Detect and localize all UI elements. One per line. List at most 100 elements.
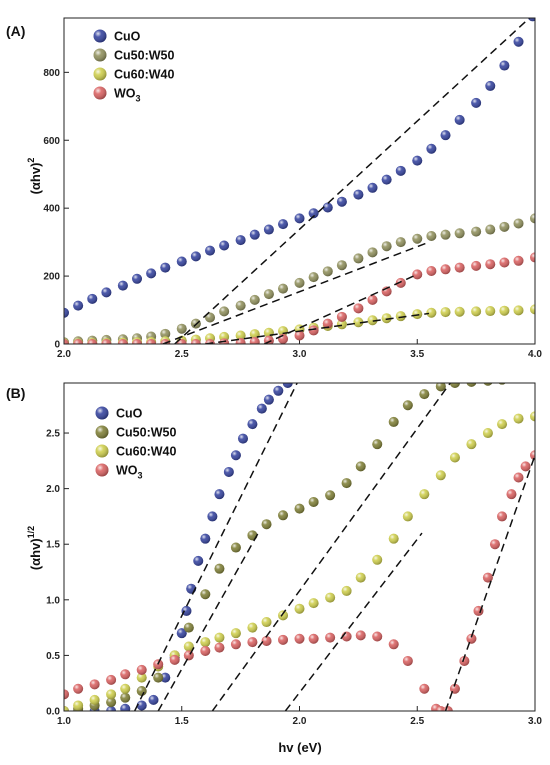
data-point xyxy=(454,262,465,273)
data-point xyxy=(419,683,430,694)
legend-label: Cu60:W40 xyxy=(114,68,174,82)
panel-a-legend: CuO Cu50:W50 Cu60:W40 WO3 xyxy=(93,29,174,104)
data-point xyxy=(485,80,496,91)
legend-item: Cu60:W40 xyxy=(95,444,176,459)
data-point xyxy=(520,461,531,472)
data-point xyxy=(148,694,159,705)
data-point xyxy=(516,383,521,384)
data-point xyxy=(190,251,201,262)
data-point xyxy=(485,224,496,235)
data-point xyxy=(190,339,201,344)
data-point xyxy=(64,706,69,711)
data-point xyxy=(322,266,333,277)
data-point xyxy=(454,114,465,125)
data-point xyxy=(355,572,366,583)
y-tick-label: 0.5 xyxy=(46,651,60,662)
data-point xyxy=(64,689,69,700)
data-point xyxy=(341,478,352,489)
data-point xyxy=(419,389,430,400)
data-point xyxy=(426,265,437,276)
data-point xyxy=(372,439,383,450)
data-point xyxy=(117,280,128,291)
panel-b-label: (B) xyxy=(6,385,25,401)
data-point xyxy=(530,450,535,461)
data-point xyxy=(73,300,84,311)
data-point xyxy=(308,208,319,219)
data-point xyxy=(200,589,211,600)
data-point xyxy=(381,313,392,324)
data-point xyxy=(497,511,508,522)
data-point xyxy=(513,472,524,483)
legend-item: WO3 xyxy=(95,463,143,481)
data-point xyxy=(325,632,336,643)
panel-a-ylabel: (αhv)2 xyxy=(26,158,43,195)
data-point xyxy=(273,385,284,396)
x-tick-label: 3.0 xyxy=(293,349,307,360)
data-point xyxy=(230,639,241,650)
panel-a-plot-area: 2.0 2.5 3.0 3.5 4.0 0 200 400 600 800 xyxy=(43,18,542,360)
data-point xyxy=(466,633,477,644)
data-point xyxy=(395,277,406,288)
data-point xyxy=(160,328,171,339)
data-point xyxy=(367,294,378,305)
data-point xyxy=(530,252,535,263)
data-point xyxy=(214,563,225,574)
data-point xyxy=(249,294,260,305)
data-point xyxy=(459,655,470,666)
data-point xyxy=(419,489,430,500)
data-point xyxy=(483,383,493,386)
legend-label: Cu60:W40 xyxy=(116,445,176,459)
data-point xyxy=(120,669,131,680)
data-point xyxy=(497,419,508,430)
data-point xyxy=(426,231,437,242)
data-point xyxy=(249,336,260,344)
data-point xyxy=(160,672,171,683)
data-point xyxy=(513,305,524,316)
data-point xyxy=(183,622,194,633)
data-point xyxy=(132,339,143,344)
data-point xyxy=(499,221,510,232)
data-point xyxy=(294,330,305,341)
data-point xyxy=(230,542,241,553)
data-point xyxy=(471,306,482,317)
data-point xyxy=(353,303,364,314)
panel-a: (A) (αhv)2 2.0 2.5 3.0 3.5 4.00200400600800 … xyxy=(6,17,542,360)
data-point xyxy=(106,674,117,685)
data-point xyxy=(261,519,272,530)
data-point xyxy=(214,642,225,653)
data-point xyxy=(117,339,128,344)
data-point xyxy=(89,679,100,690)
data-point xyxy=(353,189,364,200)
data-point xyxy=(482,572,493,583)
legend-label: CuO xyxy=(116,407,143,421)
data-point xyxy=(132,273,143,284)
data-point xyxy=(247,622,258,633)
data-point xyxy=(249,229,260,240)
data-point xyxy=(336,311,347,322)
data-point xyxy=(200,637,211,648)
data-point xyxy=(372,631,383,642)
data-point xyxy=(395,165,406,176)
panel-a-frame xyxy=(63,17,536,345)
data-point xyxy=(101,339,112,344)
data-point xyxy=(388,533,399,544)
data-point xyxy=(449,452,460,463)
data-point xyxy=(322,318,333,329)
data-point xyxy=(506,489,517,500)
legend-item: WO3 xyxy=(93,86,141,104)
data-point xyxy=(402,400,413,411)
data-point xyxy=(513,218,524,229)
panel-b-plot-area: 1.0 1.5 2.0 2.5 3.0 0.0 0.5 1.0 1.5 2.0 2.5 xyxy=(46,383,542,727)
legend-item: Cu50:W50 xyxy=(93,48,174,63)
x-tick-label: 4.0 xyxy=(528,349,542,360)
data-point xyxy=(160,262,171,273)
data-point xyxy=(230,628,241,639)
data-point xyxy=(485,259,496,270)
data-point xyxy=(205,245,216,256)
data-point xyxy=(402,511,413,522)
data-point xyxy=(489,539,500,550)
legend-item: CuO xyxy=(95,406,143,421)
y-tick-label: 400 xyxy=(43,204,60,215)
data-point xyxy=(381,241,392,252)
